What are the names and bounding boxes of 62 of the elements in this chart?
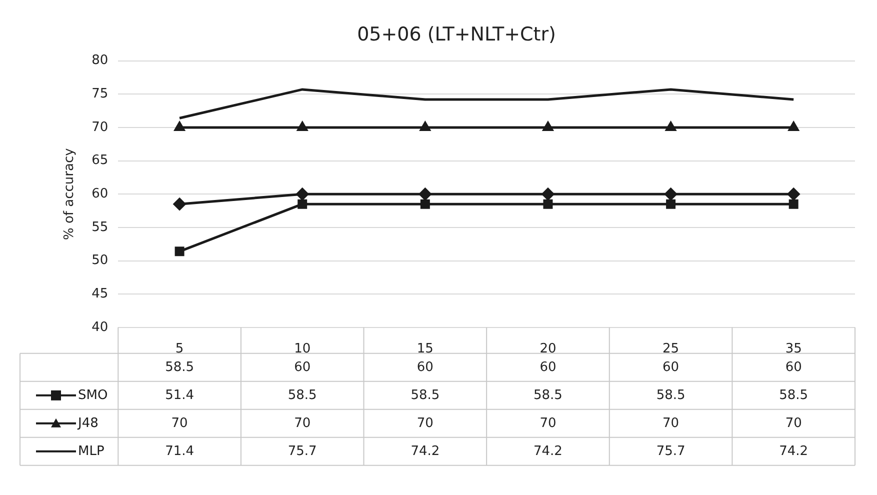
point bbox=[664, 188, 678, 201]
y-tick-label: 55 bbox=[92, 220, 108, 235]
chart-title: 05+06 (LT+NLT+Ctr) bbox=[357, 23, 556, 46]
data-label: 60 bbox=[540, 360, 556, 375]
data-label: 70 bbox=[785, 416, 802, 431]
data-label: 70 bbox=[171, 416, 188, 431]
legend-label: MLP bbox=[78, 444, 104, 459]
data-label: 70 bbox=[294, 416, 311, 431]
y-axis-title: % of accuracy bbox=[62, 148, 78, 240]
data-label: 60 bbox=[785, 360, 802, 375]
x-tick-label: 5 bbox=[175, 342, 184, 357]
y-tick-label: 80 bbox=[92, 53, 108, 68]
x-tick-label: 15 bbox=[416, 342, 434, 357]
data-label: 71.4 bbox=[165, 444, 194, 459]
data-label: 51.4 bbox=[165, 388, 194, 403]
point bbox=[788, 199, 798, 209]
y-tick-label: 60 bbox=[92, 186, 108, 202]
y-tick-label: 45 bbox=[92, 286, 108, 302]
data-label: 75.7 bbox=[288, 444, 317, 459]
point bbox=[665, 120, 676, 131]
point bbox=[174, 120, 186, 131]
data-label: 70 bbox=[540, 416, 556, 431]
x-tick-label: 35 bbox=[785, 342, 802, 357]
point bbox=[419, 120, 431, 131]
point bbox=[666, 199, 676, 209]
x-tick-label: 20 bbox=[540, 342, 556, 357]
data-label: 70 bbox=[662, 416, 680, 431]
data-label: 74.2 bbox=[410, 444, 440, 459]
y-tick-label: 75 bbox=[92, 86, 108, 102]
data-label: 58.5 bbox=[534, 388, 562, 403]
data-label: 75.7 bbox=[656, 444, 686, 459]
x-tick-label: 25 bbox=[662, 342, 680, 357]
data-label: 58.5 bbox=[165, 360, 194, 375]
legend-label: SMO bbox=[78, 388, 108, 403]
data-label: 74.2 bbox=[534, 444, 562, 459]
data-label: 60 bbox=[662, 360, 680, 375]
point bbox=[420, 199, 430, 209]
point bbox=[298, 199, 308, 209]
point bbox=[788, 120, 800, 131]
point bbox=[173, 198, 186, 211]
legend-label: J48 bbox=[77, 416, 98, 431]
data-label: 74.2 bbox=[779, 444, 808, 459]
point bbox=[418, 188, 432, 201]
y-tick-label: 65 bbox=[92, 153, 108, 168]
point bbox=[787, 188, 800, 201]
point bbox=[296, 120, 308, 131]
data-label: 60 bbox=[294, 360, 311, 375]
data-label: 60 bbox=[416, 360, 434, 375]
point bbox=[543, 199, 553, 209]
data-label: 70 bbox=[416, 416, 434, 431]
data-label: 58.5 bbox=[288, 388, 317, 403]
y-tick-label: 40 bbox=[92, 320, 108, 335]
y-tick-label: 70 bbox=[92, 120, 108, 135]
x-tick-label: 10 bbox=[294, 342, 311, 357]
point bbox=[174, 246, 184, 256]
y-tick-label: 50 bbox=[92, 253, 108, 268]
data-label: 58.5 bbox=[779, 388, 808, 403]
point bbox=[541, 188, 554, 201]
data-label: 58.5 bbox=[656, 388, 686, 403]
point bbox=[296, 188, 309, 201]
data-label: 58.5 bbox=[410, 388, 440, 403]
point bbox=[542, 120, 554, 131]
